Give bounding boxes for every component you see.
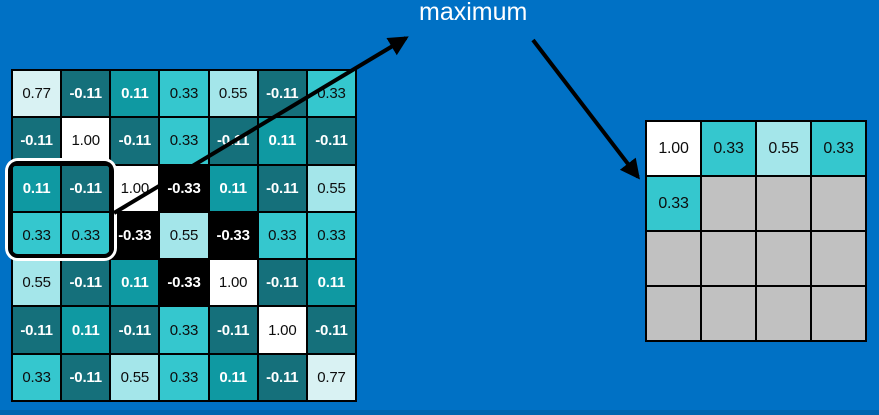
matrix-cell: -0.11 (111, 307, 159, 353)
matrix-cell: -0.33 (111, 212, 159, 259)
matrix-cell: 0.33 (160, 71, 208, 117)
pooling-window-highlight (8, 161, 114, 258)
matrix-cell: -0.11 (307, 118, 355, 164)
output-cell: 0.33 (812, 122, 865, 175)
matrix-cell: 0.33 (160, 354, 208, 400)
matrix-cell: -0.11 (111, 118, 159, 164)
output-cell (757, 232, 810, 285)
matrix-cell: 0.33 (258, 212, 306, 259)
matrix-cell: -0.11 (258, 354, 306, 400)
matrix-cell: 0.11 (258, 118, 306, 164)
matrix-cell: 0.11 (209, 165, 257, 211)
output-cell (812, 287, 865, 340)
matrix-cell: -0.11 (62, 165, 110, 211)
output-cell: 0.33 (702, 122, 755, 175)
matrix-cell: -0.11 (258, 71, 306, 117)
matrix-cell: -0.11 (258, 165, 306, 211)
matrix-cell: 1.00 (209, 260, 257, 306)
bottom-strip (0, 410, 879, 415)
matrix-cell: -0.11 (307, 307, 355, 353)
matrix-cell: 0.55 (160, 212, 208, 259)
output-grid: 1.00 0.33 0.55 0.33 0.33 (645, 120, 867, 342)
output-cell (812, 232, 865, 285)
matrix-cell: 0.55 (13, 260, 61, 306)
output-cell (702, 232, 755, 285)
matrix-cell: 0.33 (13, 354, 61, 400)
output-cell: 1.00 (647, 122, 700, 175)
matrix-cell: 0.11 (307, 260, 355, 306)
maximum-label: maximum (419, 0, 528, 26)
matrix-cell: 0.55 (209, 71, 257, 117)
matrix-cell: 0.11 (62, 307, 110, 353)
arrow-maximum-to-output-icon (531, 38, 640, 180)
matrix-cell: 0.33 (160, 307, 208, 353)
matrix-cell: 0.11 (111, 71, 159, 117)
matrix-cell: -0.11 (62, 354, 110, 400)
output-cell (812, 177, 865, 230)
matrix-cell: 0.77 (307, 354, 355, 400)
matrix-cell: -0.11 (13, 307, 61, 353)
output-cell: 0.55 (757, 122, 810, 175)
output-cell (647, 232, 700, 285)
output-cell: 0.33 (647, 177, 700, 230)
matrix-cell: 1.00 (111, 165, 159, 211)
matrix-cell: 0.55 (307, 165, 355, 211)
matrix-cell: -0.33 (160, 260, 208, 306)
output-cell (702, 177, 755, 230)
matrix-cell: 0.11 (111, 260, 159, 306)
matrix-cell: -0.33 (160, 165, 208, 211)
matrix-cell: -0.33 (209, 212, 257, 259)
output-cell (757, 177, 810, 230)
output-cell (647, 287, 700, 340)
matrix-cell: 0.33 (307, 212, 355, 259)
matrix-cell: 0.11 (13, 165, 61, 211)
matrix-cell: 0.77 (13, 71, 61, 117)
output-cell (757, 287, 810, 340)
matrix-cell: -0.11 (62, 260, 110, 306)
matrix-cell: 0.55 (111, 354, 159, 400)
matrix-cell: 0.33 (160, 118, 208, 164)
matrix-cell: -0.11 (13, 118, 61, 164)
matrix-cell: 1.00 (62, 118, 110, 164)
matrix-cell: 0.33 (62, 212, 110, 259)
output-cell (702, 287, 755, 340)
matrix-cell: 0.11 (209, 354, 257, 400)
matrix-cell: 0.33 (307, 71, 355, 117)
matrix-cell: -0.11 (258, 260, 306, 306)
matrix-cell: 1.00 (258, 307, 306, 353)
matrix-cell: -0.11 (209, 118, 257, 164)
matrix-cell: 0.33 (13, 212, 61, 259)
matrix-cell: -0.11 (209, 307, 257, 353)
matrix-cell: -0.11 (62, 71, 110, 117)
